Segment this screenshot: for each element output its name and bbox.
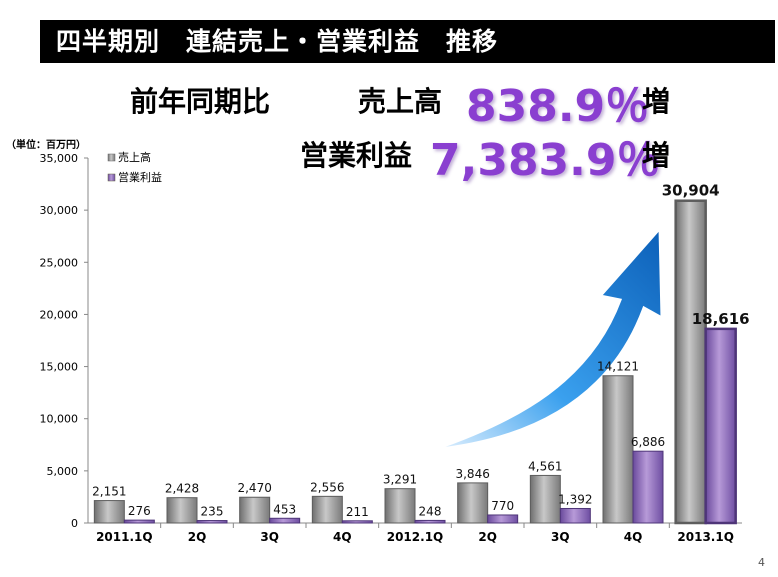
op-profit-growth-value: 7,383.9％ [430,135,661,186]
x-tick-label: 3Q [260,530,279,544]
op-profit-data-label: 235 [201,505,224,519]
sales-label: 売上高 [358,85,443,118]
y-tick-label: 5,000 [47,465,79,478]
y-tick-label: 20,000 [40,308,79,321]
y-tick-label: 0 [71,517,78,530]
sales-bar [529,474,561,524]
sales-growth-value: 838.9％ [466,81,650,132]
sales-data-label: 2,556 [310,480,344,494]
op-profit-data-label: 18,616 [692,310,750,328]
op-profit-bar [487,514,519,524]
sales-bar [239,496,271,524]
x-tick-label: 2011.1Q [96,530,153,544]
sales-data-label: 14,121 [597,360,639,374]
op-profit-data-label: 770 [491,499,514,513]
op-profit-bar [632,450,664,524]
sales-bar [93,500,125,524]
op-profit-data-label: 1,392 [558,492,592,506]
sales-data-label: 3,291 [383,473,417,487]
yoy-label: 前年同期比 [130,85,271,118]
growth-arrow-icon [431,224,664,452]
op-profit-bar [341,520,373,524]
y-tick-label: 15,000 [40,361,79,374]
sales-bar [311,495,343,524]
sales-data-label: 3,846 [455,467,489,481]
op-profit-data-label: 248 [419,504,442,518]
op-profit-growth-suffix: 増 [642,139,671,172]
unit-note: （単位：百万円） [6,140,86,151]
op-profit-data-label: 276 [128,504,151,518]
x-tick-label: 2Q [188,530,207,544]
chart-bars [93,199,737,525]
sales-bar [602,375,634,524]
sales-bar [384,488,416,524]
op-profit-label: 営業利益 [300,139,413,172]
x-tick-label: 2013.1Q [677,530,734,544]
legend-swatch-sales [107,153,116,162]
page-title: 四半期別 連結売上・営業利益 推移 [40,20,775,63]
y-tick-label: 10,000 [40,413,79,426]
op-profit-bar [704,327,737,525]
sales-data-label: 30,904 [662,182,720,200]
op-profit-data-label: 6,886 [631,435,665,449]
legend-label-sales: 売上高 [118,150,151,164]
page-number: 4 [758,556,765,569]
x-tick-label: 2Q [478,530,497,544]
x-tick-label: 2012.1Q [387,530,444,544]
sales-data-label: 2,151 [92,485,126,499]
y-tick-label: 25,000 [40,256,79,269]
op-profit-data-label: 211 [346,505,369,519]
sales-data-label: 2,428 [165,482,199,496]
op-profit-bar [559,507,591,524]
sales-bar [166,497,198,524]
op-profit-bar [196,520,228,524]
legend-swatch-op-profit [107,173,116,182]
x-tick-label: 4Q [624,530,643,544]
sales-growth-suffix: 増 [642,85,671,118]
op-profit-bar [269,517,301,524]
x-tick-label: 3Q [551,530,570,544]
legend-label-op-profit: 営業利益 [118,170,162,184]
sales-bar [674,199,707,525]
sales-bar [457,482,489,524]
op-profit-bar [123,519,155,524]
sales-data-label: 2,470 [237,481,271,495]
y-tick-label: 35,000 [40,152,79,165]
x-tick-label: 4Q [333,530,352,544]
op-profit-bar [414,519,446,524]
sales-data-label: 4,561 [528,459,562,473]
y-tick-label: 30,000 [40,204,79,217]
op-profit-data-label: 453 [273,502,296,516]
